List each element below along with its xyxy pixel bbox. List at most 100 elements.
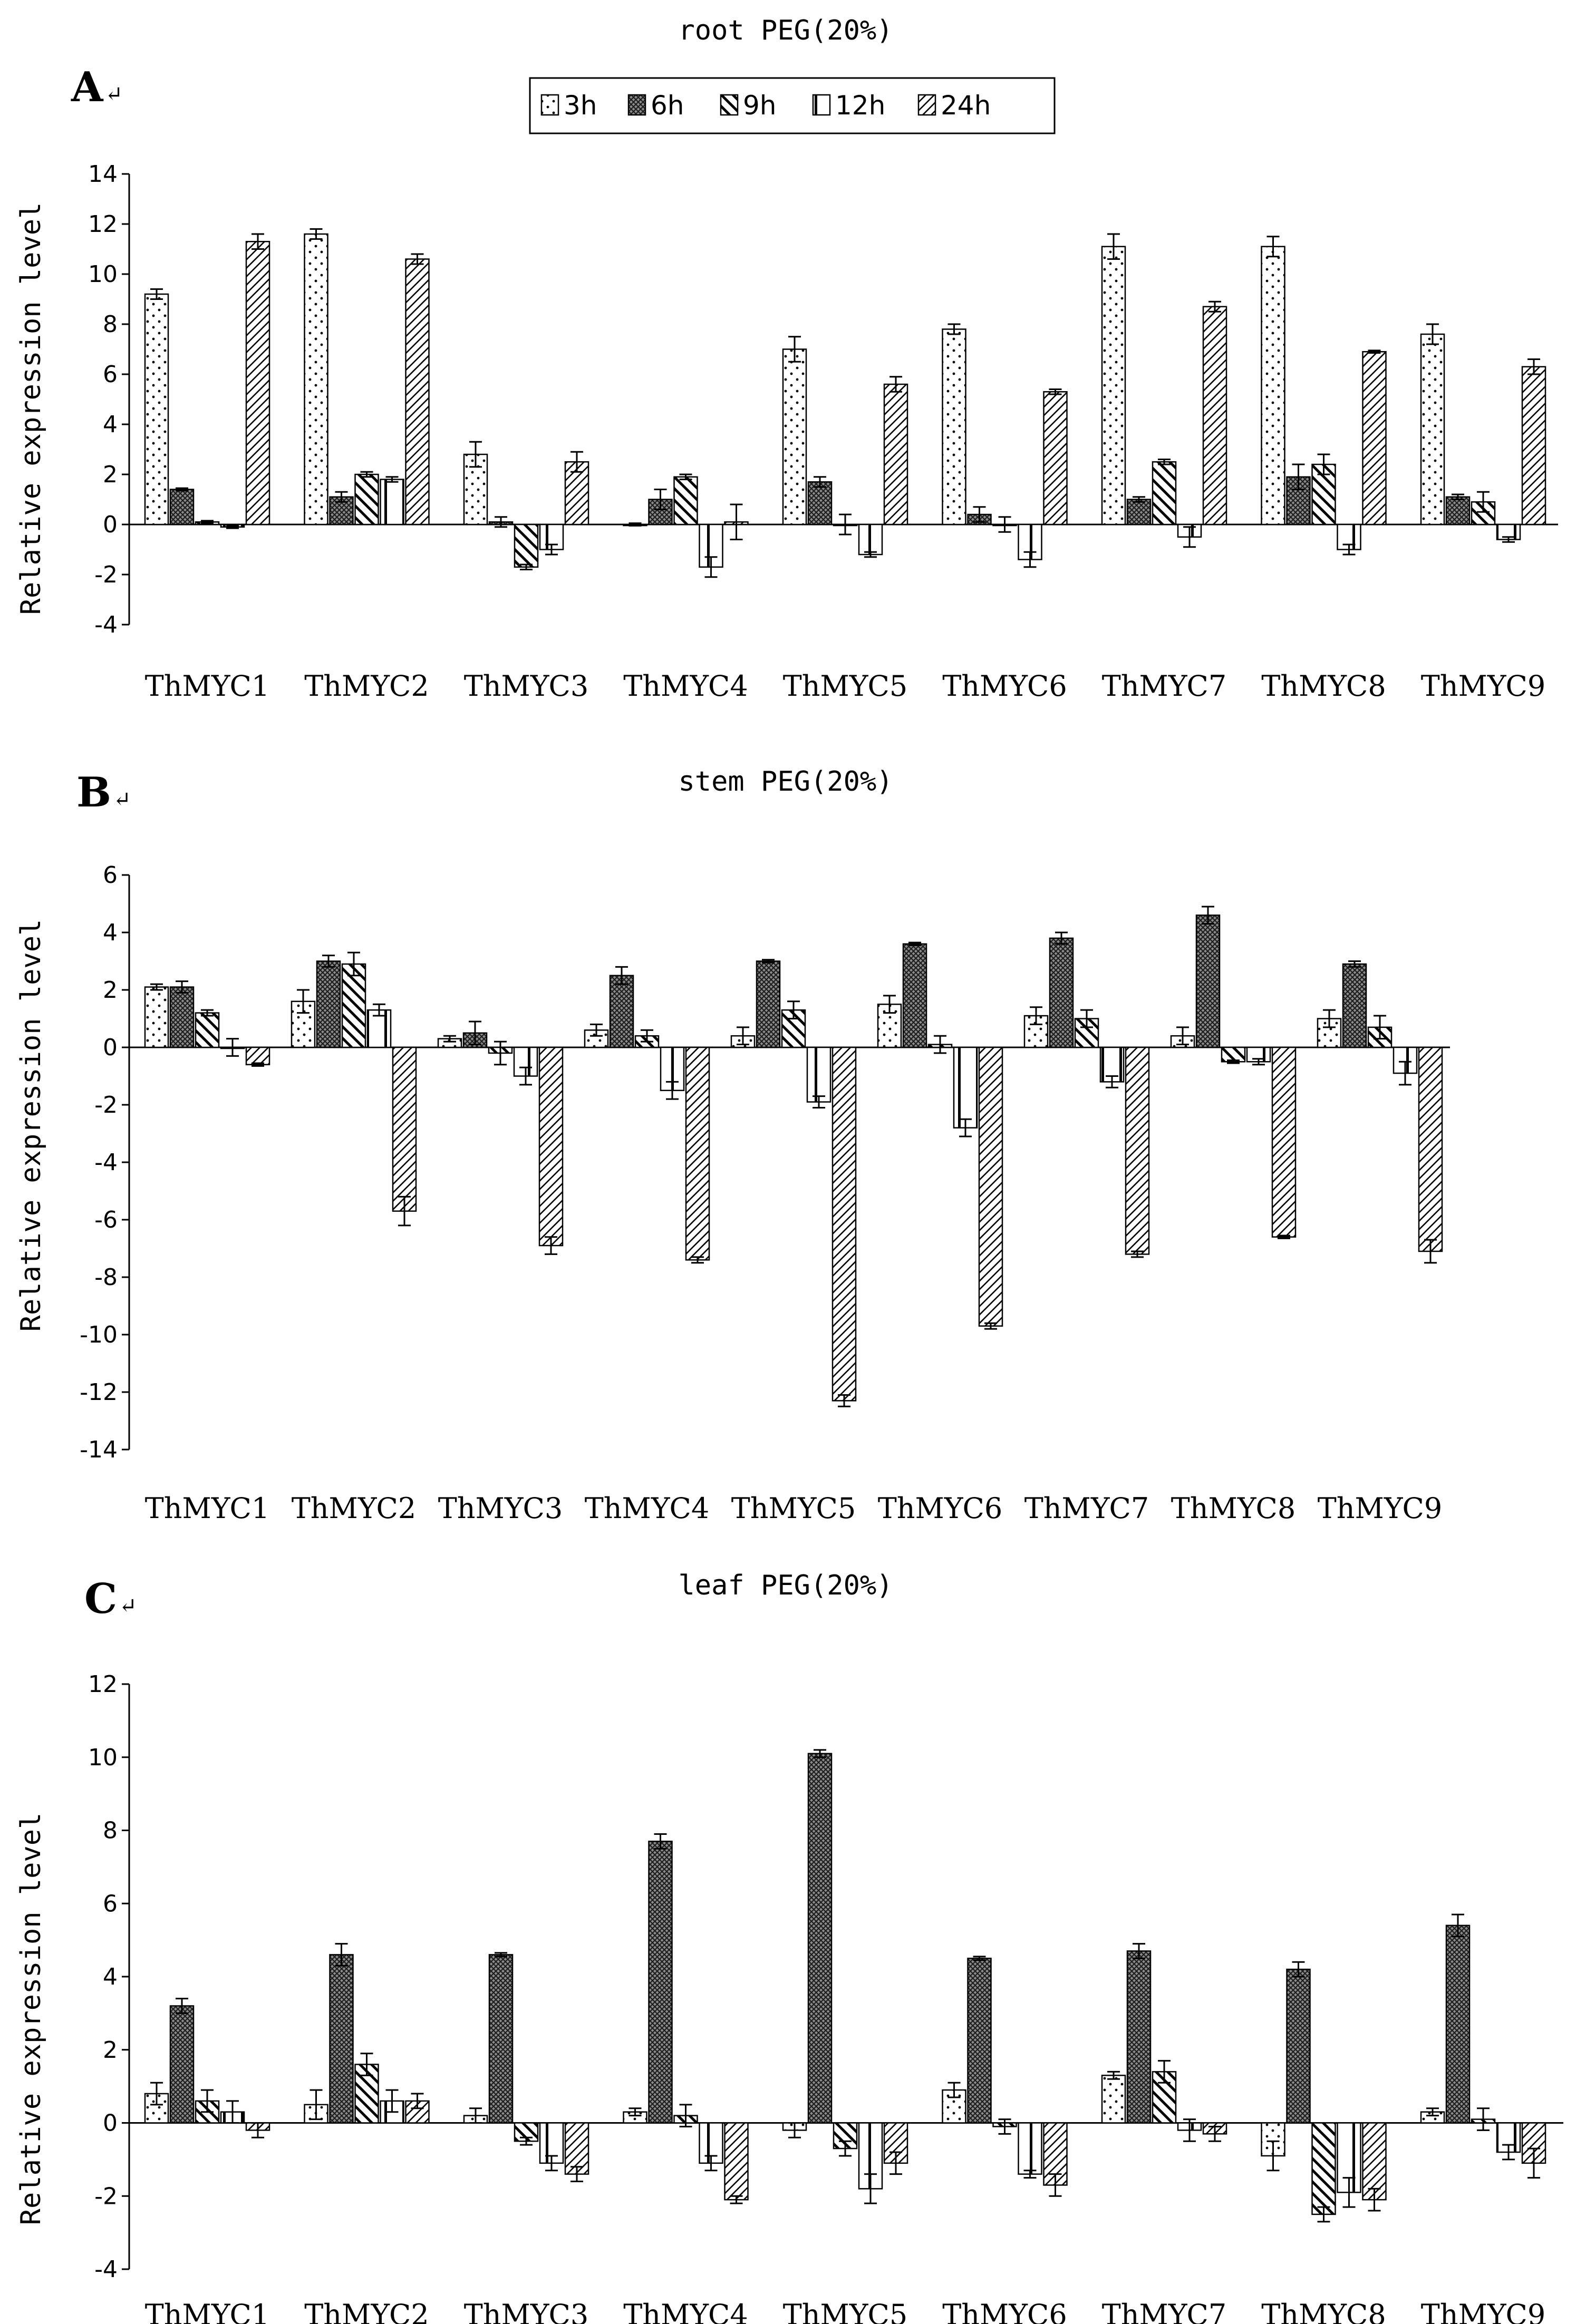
chart-title: stem PEG(20%) xyxy=(679,766,893,798)
legend-label-12h: 12h xyxy=(835,90,885,121)
bar-thmyc1-24h xyxy=(245,241,270,526)
x-tick-label: ThMYC2 xyxy=(304,2298,429,2324)
bar-thmyc6-12h xyxy=(1018,2122,1042,2175)
bar-thmyc4-6h xyxy=(648,1841,673,2124)
y-tick-label: -2 xyxy=(94,1092,118,1119)
legend-label-6h: 6h xyxy=(651,90,684,121)
bar-thmyc3-24h xyxy=(538,1046,564,1247)
bar-thmyc7-3h xyxy=(1101,246,1126,526)
x-tick-label: ThMYC9 xyxy=(1318,1492,1442,1525)
bar-thmyc9-24h xyxy=(1521,366,1546,526)
x-tick-label: ThMYC3 xyxy=(464,669,588,703)
x-tick-label: ThMYC6 xyxy=(878,1492,1002,1525)
bar-thmyc7-9h xyxy=(1152,461,1177,526)
bar-thmyc4-9h xyxy=(673,476,698,526)
y-tick-label: 2 xyxy=(103,461,118,488)
y-axis-label: Relative expression level xyxy=(15,919,47,1332)
y-tick-label: 12 xyxy=(88,211,118,238)
legend-label-3h: 3h xyxy=(564,90,597,121)
x-tick-label: ThMYC4 xyxy=(623,669,748,703)
x-tick-label: ThMYC8 xyxy=(1261,2298,1386,2324)
y-tick-label: 10 xyxy=(88,1744,118,1771)
bar-thmyc9-24h xyxy=(1418,1046,1443,1252)
y-tick-label: 2 xyxy=(103,2037,118,2064)
bar-thmyc3-24h xyxy=(564,2122,589,2175)
bar-thmyc5-3h xyxy=(782,348,807,526)
bar-thmyc6-24h xyxy=(1043,391,1068,526)
x-tick-label: ThMYC4 xyxy=(585,1492,709,1525)
y-tick-label: 14 xyxy=(88,161,118,188)
bar-thmyc8-9h xyxy=(1311,2122,1336,2215)
bar-thmyc2-3h xyxy=(304,233,328,526)
x-tick-label: ThMYC2 xyxy=(304,669,429,703)
bar-thmyc7-6h xyxy=(1126,499,1152,526)
legend-label-9h: 9h xyxy=(743,90,777,121)
y-tick-label: -6 xyxy=(94,1207,118,1233)
panel-root: A ↵ root PEG(20%) 3h 6h 9h 12h 24h Relative e… xyxy=(15,15,1558,703)
x-tick-label: ThMYC1 xyxy=(145,1492,269,1525)
bar-thmyc1-9h xyxy=(195,1012,220,1048)
x-tick-label: ThMYC3 xyxy=(464,2298,588,2324)
bar-thmyc6-24h xyxy=(978,1046,1003,1327)
plot-area: -4 -2 0 2 4 6 8 10 12 14 ThMYC1 ThMYC2 ThMYC3 ThMYC4 T… xyxy=(88,161,1558,703)
y-tick-label: -2 xyxy=(94,561,118,588)
x-tick-label: ThMYC3 xyxy=(438,1492,563,1525)
y-tick-label: -10 xyxy=(80,1321,118,1348)
chart-title: leaf PEG(20%) xyxy=(679,1570,893,1601)
bar-thmyc2-6h xyxy=(316,960,341,1048)
y-tick-label: 6 xyxy=(103,862,118,889)
bar-thmyc3-9h xyxy=(514,523,539,568)
y-tick-label: -12 xyxy=(80,1379,118,1406)
bar-thmyc5-24h xyxy=(831,1046,857,1402)
y-tick-label: 4 xyxy=(103,919,118,946)
y-tick-label: 0 xyxy=(103,511,118,538)
y-tick-label: 10 xyxy=(88,261,118,288)
bar-thmyc1-6h xyxy=(169,489,195,526)
bar-thmyc6-6h xyxy=(967,1958,992,2124)
bar-thmyc2-24h xyxy=(392,1046,417,1212)
y-tick-label: -14 xyxy=(80,1436,118,1463)
legend-swatch-24h xyxy=(917,94,936,116)
x-tick-label: ThMYC8 xyxy=(1171,1492,1295,1525)
legend: 3h 6h 9h 12h 24h xyxy=(529,77,1056,134)
y-tick-label: -4 xyxy=(94,2256,118,2283)
bar-thmyc7-24h xyxy=(1202,306,1227,526)
legend-swatch-9h xyxy=(720,94,739,116)
legend-swatch-6h xyxy=(627,94,646,116)
x-tick-label: ThMYC6 xyxy=(942,669,1067,703)
bar-thmyc5-6h xyxy=(756,960,781,1048)
bar-thmyc1-3h xyxy=(144,986,169,1048)
y-axis-label: Relative expression level xyxy=(15,1813,47,2225)
x-tick-label: ThMYC7 xyxy=(1102,669,1226,703)
y-tick-label: 6 xyxy=(103,361,118,388)
y-tick-label: 0 xyxy=(103,1034,118,1061)
plot-area: -14 -12 -10 -8 -6 -4 -2 0 2 4 6 ThMYC1 ThMYC2 ThMYC3 T… xyxy=(80,862,1450,1525)
bar-thmyc1-3h xyxy=(144,293,169,526)
bar-thmyc6-3h xyxy=(942,328,966,526)
y-tick-label: 8 xyxy=(103,1817,118,1844)
x-tick-label: ThMYC9 xyxy=(1421,669,1545,703)
x-tick-label: ThMYC5 xyxy=(731,1492,856,1525)
y-tick-label: -4 xyxy=(94,611,118,638)
y-tick-label: 8 xyxy=(103,311,118,338)
bar-thmyc4-6h xyxy=(609,975,634,1048)
y-tick-label: -8 xyxy=(94,1264,118,1291)
bar-thmyc8-12h xyxy=(1337,523,1361,550)
bar-thmyc4-24h xyxy=(685,1046,710,1261)
bar-thmyc7-6h xyxy=(1049,937,1074,1048)
y-tick-label: 6 xyxy=(103,1890,118,1917)
x-tick-label: ThMYC7 xyxy=(1024,1492,1149,1525)
panel-label: C ↵ xyxy=(84,1575,137,1623)
chart-title: root PEG(20%) xyxy=(679,15,893,46)
x-tick-label: ThMYC5 xyxy=(783,2298,907,2324)
x-tick-label: ThMYC1 xyxy=(145,2298,269,2324)
x-tick-label: ThMYC8 xyxy=(1261,669,1386,703)
bar-thmyc8-3h xyxy=(1261,246,1285,526)
y-tick-label: 4 xyxy=(103,411,118,438)
bar-thmyc5-24h xyxy=(883,383,908,526)
x-tick-label: ThMYC4 xyxy=(623,2298,748,2324)
bar-thmyc1-6h xyxy=(169,986,195,1048)
bar-thmyc2-12h xyxy=(380,479,404,526)
bar-thmyc5-6h xyxy=(807,481,833,526)
y-tick-label: 12 xyxy=(88,1671,118,1698)
